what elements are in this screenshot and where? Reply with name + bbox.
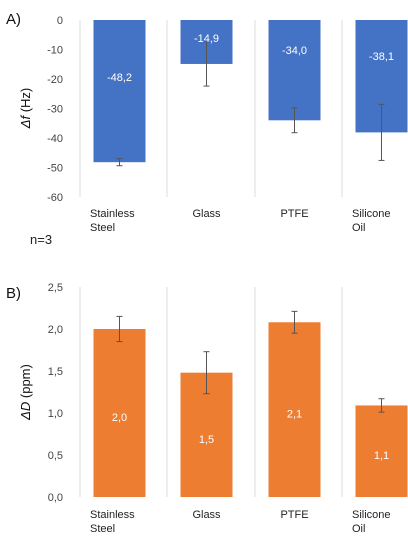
category-label: Stainless Steel <box>90 509 135 535</box>
data-label: -48,2 <box>107 72 132 84</box>
y-tick-label: 1,5 <box>48 366 63 378</box>
bar <box>355 405 408 497</box>
y-tick-label: -40 <box>47 133 63 145</box>
y-axis-label: ΔD (ppm) <box>18 364 33 421</box>
y-tick-label: 0,0 <box>48 492 63 504</box>
y-tick-label: -30 <box>47 104 63 116</box>
bar <box>93 20 146 163</box>
y-tick-label: -50 <box>47 163 63 175</box>
data-label: -14,9 <box>194 33 219 45</box>
chart-panel-a: 0 -10 -20 -30 -40 -50 -60 -48,2 Stainless Steel -1… <box>6 11 408 247</box>
panel-label: B) <box>6 285 21 302</box>
y-tick-label: 2,5 <box>48 282 63 294</box>
data-label: -38,1 <box>369 51 394 63</box>
y-tick-label: 2,0 <box>48 324 63 336</box>
category-label: Glass <box>192 509 221 521</box>
data-label: -34,0 <box>282 45 307 57</box>
bar <box>268 322 321 497</box>
category-label: Silicone Oil <box>352 509 391 535</box>
y-tick-label: -20 <box>47 74 63 86</box>
chart-panel-b: 2,5 2,0 1,5 1,0 0,5 0,0 2,0 Stainless Steel 1,5 Gl… <box>6 282 408 535</box>
category-label: Silicone Oil <box>352 208 391 234</box>
bar <box>268 20 321 121</box>
y-tick-label: 1,0 <box>48 408 63 420</box>
category-label: PTFE <box>280 509 308 521</box>
bar <box>93 329 146 497</box>
data-label: 1,5 <box>199 434 214 446</box>
data-label: 2,1 <box>287 409 302 421</box>
y-tick-label: 0,5 <box>48 450 63 462</box>
category-label: PTFE <box>280 208 308 220</box>
category-label: Stainless Steel <box>90 208 135 234</box>
sample-size-note: n=3 <box>30 232 52 247</box>
data-label: 1,1 <box>374 450 389 462</box>
panel-label: A) <box>6 11 21 28</box>
category-label: Glass <box>192 208 221 220</box>
y-tick-label: 0 <box>57 15 63 27</box>
data-label: 2,0 <box>112 412 127 424</box>
y-axis-label: Δf (Hz) <box>18 88 33 130</box>
y-tick-label: -60 <box>47 192 63 204</box>
y-tick-label: -10 <box>47 45 63 57</box>
